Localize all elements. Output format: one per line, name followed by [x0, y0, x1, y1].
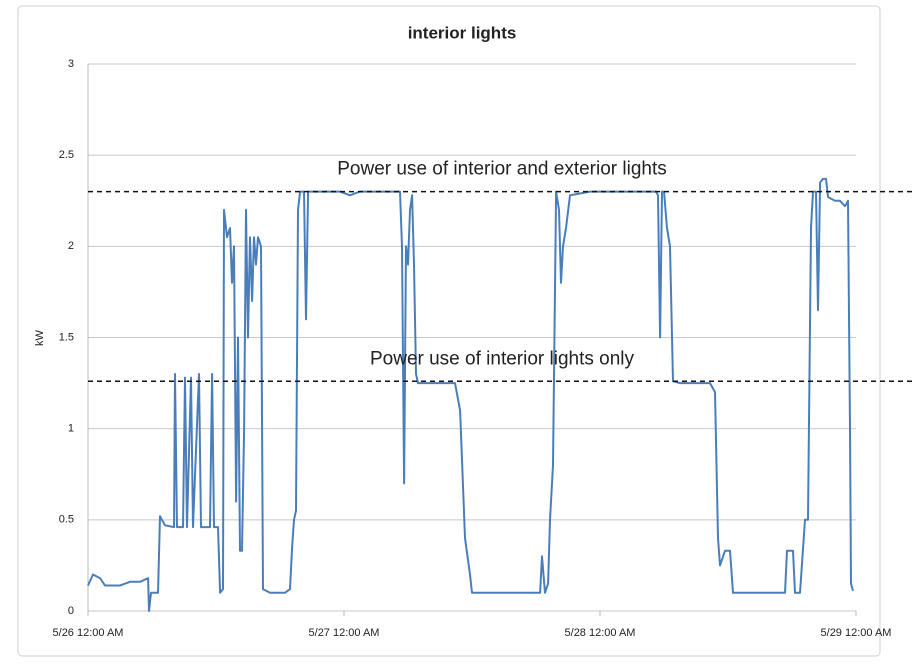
- x-tick-label: 5/28 12:00 AM: [565, 627, 636, 639]
- chart-frame: [17, 5, 881, 657]
- y-tick-label: 2: [68, 240, 74, 252]
- y-tick-label: 3: [68, 58, 74, 70]
- y-tick-label: 0.5: [59, 514, 74, 526]
- y-tick-label: 2.5: [59, 149, 74, 161]
- chart-title: interior lights: [408, 23, 517, 42]
- y-tick-label: 0: [68, 605, 74, 617]
- y-axis-label: kW: [34, 329, 46, 346]
- x-tick-label: 5/29 12:00 AM: [821, 627, 892, 639]
- annotation-text: Power use of interior lights only: [370, 348, 635, 369]
- x-tick-label: 5/26 12:00 AM: [53, 627, 124, 639]
- x-tick-label: 5/27 12:00 AM: [309, 627, 380, 639]
- y-tick-label: 1: [68, 423, 74, 435]
- annotation-text: Power use of interior and exterior light…: [337, 159, 667, 180]
- data-line: [87, 177, 854, 612]
- y-tick-label: 1.5: [59, 331, 74, 343]
